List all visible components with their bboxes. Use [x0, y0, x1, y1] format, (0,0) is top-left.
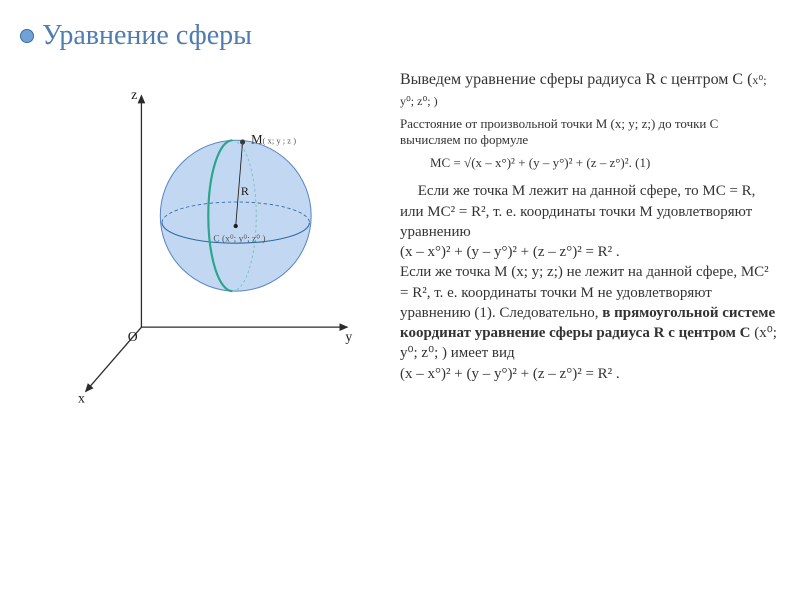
svg-text:x: x — [78, 391, 85, 406]
text-column: Выведем уравнение сферы радиуса R с цент… — [400, 70, 780, 384]
lead-text: Выведем уравнение сферы радиуса R с цент… — [400, 70, 780, 112]
title-bullet — [20, 29, 34, 43]
distance-text: Расстояние от произвольной точки M (x; y… — [400, 116, 780, 150]
svg-text:R: R — [241, 184, 249, 198]
body-text: Если же точка M лежит на данной сфере, т… — [400, 181, 780, 384]
svg-text:M( x; y ; z ): M( x; y ; z ) — [251, 133, 296, 147]
svg-text:y: y — [345, 329, 352, 344]
svg-text:C (x⁰; y⁰; z⁰ ): C (x⁰; y⁰; z⁰ ) — [213, 233, 265, 244]
page-title: Уравнение сферы — [42, 20, 252, 52]
sphere-diagram: z y x O R M( x; y ; z ) C (x⁰; y⁰; z⁰ ) — [30, 70, 390, 430]
svg-text:z: z — [131, 87, 137, 102]
formula-mc: MC = √(x – x°)² + (y – y°)² + (z – z°)².… — [430, 155, 780, 171]
svg-text:O: O — [128, 329, 138, 344]
